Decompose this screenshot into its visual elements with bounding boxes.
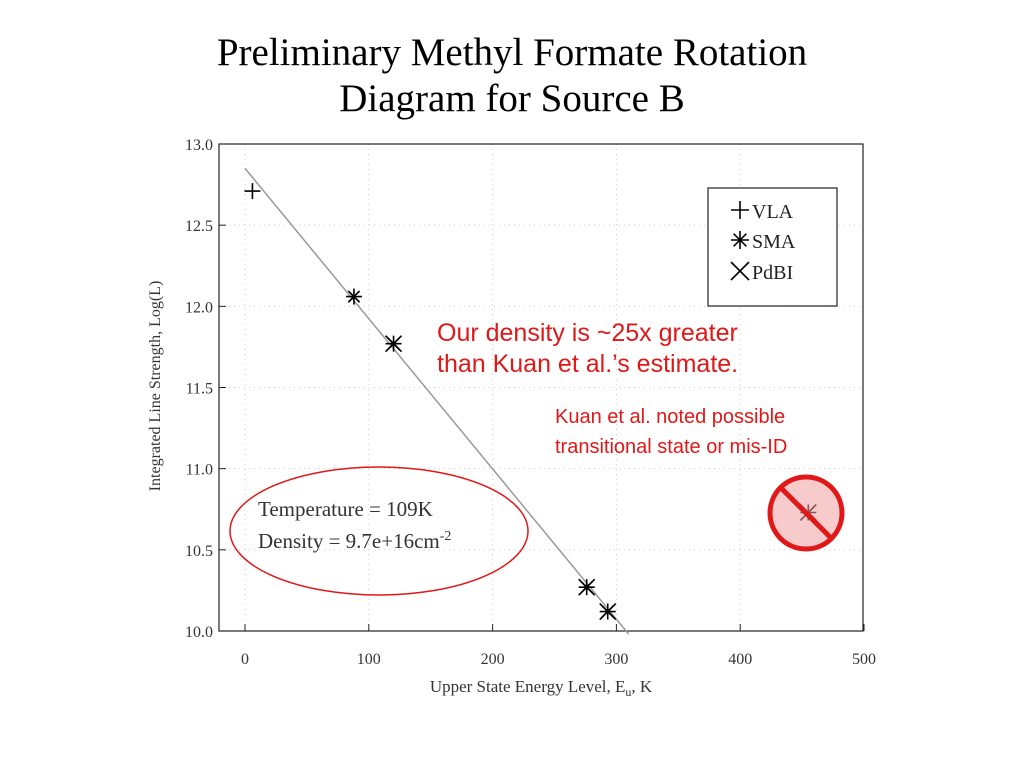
kuan-note: Kuan et al. noted possible transitional … [555,402,787,462]
y-tick-label: 12.0 [185,299,213,316]
y-tick-label: 13.0 [185,137,213,154]
dotted-grid [219,144,863,631]
y-tick-label: 11.0 [186,462,213,479]
density-note-line-2: than Kuan et al.’s estimate. [437,350,739,378]
prohibited-icon [767,474,845,552]
legend-asterisk-glyph [731,231,749,249]
density-note-line-1: Our density is ~25x greater [437,319,738,347]
kuan-note-line-1: Kuan et al. noted possible [555,406,786,428]
title-line-2: Diagram for Source B [339,77,685,120]
legend-label-pdbi: PdBI [752,262,793,284]
title-line-1: Preliminary Methyl Formate Rotation [216,31,808,74]
plus-data-point [244,183,261,200]
asterisk-marker-icon [731,231,749,249]
x-tick-label: 0 [241,651,249,668]
density-comparison-note: Our density is ~25x greater than Kuan et… [437,318,738,380]
x-tick-label: 400 [728,651,752,668]
legend-cross-glyph [730,261,750,281]
y-tick-label: 10.5 [185,543,213,560]
fit-temperature: Temperature = 109K [258,497,433,521]
cross-data-point [599,602,617,621]
x-tick-label: 500 [852,651,876,668]
legend-item-sma: SMA [731,231,796,253]
legend-label-sma: SMA [752,231,796,253]
data-points [244,183,817,621]
x-axis-label: Upper State Energy Level, Eu, K [430,677,653,699]
asterisk-data-point [345,288,362,305]
cross-data-point [384,335,403,353]
cross-marker-icon [730,261,750,281]
y-axis-label: Integrated Line Strength, Log(L) [147,281,164,492]
kuan-note-line-2: transitional state or mis-ID [555,436,788,458]
plus-marker-icon [731,201,749,219]
fit-density: Density = 9.7e+16cm-2 [258,529,451,553]
axis-ticks: 0 100 200 300 400 500 10.0 10.5 11.0 11.5 12.0 12.5… [185,137,876,668]
legend-item-pdbi: PdBI [730,261,793,284]
fit-line [244,167,630,635]
legend-item-vla: VLA [731,201,794,223]
fit-highlight-ellipse [229,466,529,596]
legend-label-vla: VLA [752,201,794,223]
x-tick-label: 100 [357,651,381,668]
legend-box [707,187,838,307]
y-tick-label: 12.5 [185,218,213,235]
legend-plus-glyph [731,201,749,219]
x-tick-label: 200 [481,651,505,668]
slide-title: Preliminary Methyl Formate Rotation Diag… [0,30,1024,122]
y-tick-label: 10.0 [185,624,213,641]
x-tick-label: 300 [604,651,628,668]
cross-data-point [578,578,596,596]
y-tick-label: 11.5 [186,381,213,398]
